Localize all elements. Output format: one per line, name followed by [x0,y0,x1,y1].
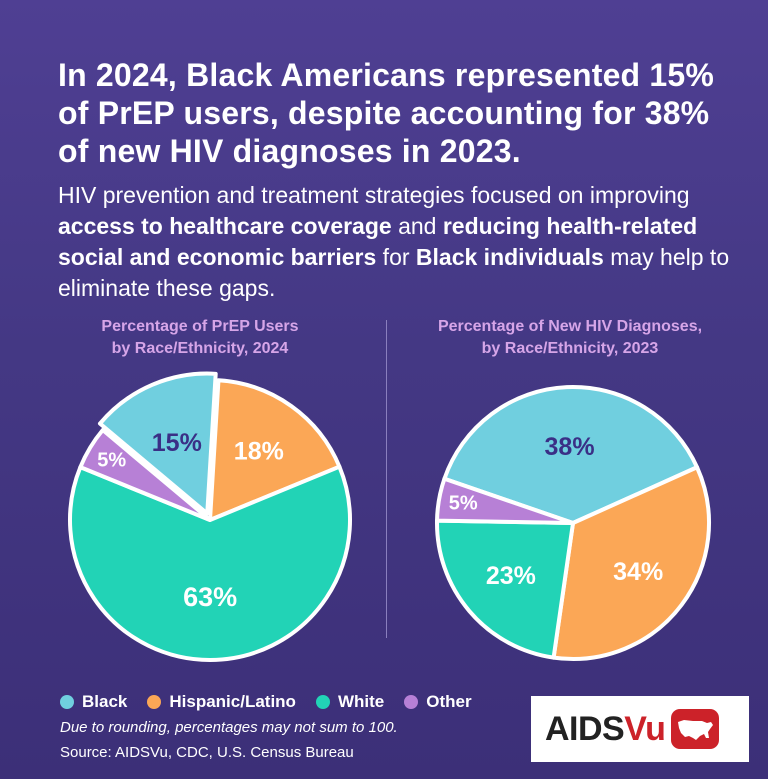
legend-label-other: Other [426,692,472,711]
legend-item-hispanic-latino: Hispanic/Latino [147,692,296,712]
pie2-slice-black [442,385,700,525]
diagnoses-pie-chart: 38% 34% 23% 5% [435,385,711,661]
legend-item-white: White [315,692,385,712]
diagnoses-chart-title-line2: by Race/Ethnicity, 2023 [481,340,659,357]
legend-label-hispanic-latino: Hispanic/Latino [169,692,296,711]
pie2-slice-other [435,476,575,525]
prep-chart-title: Percentage of PrEP Users by Race/Ethnicit… [60,316,340,360]
legend-item-black: Black [60,692,127,712]
legend-label-black: Black [82,692,128,711]
pie1-label-black: 15% [152,429,202,457]
pie2-label-black: 38% [545,433,595,461]
subtext-part-3: for [376,244,416,270]
legend-swatch-white [315,695,330,709]
pie1-slice-other [78,428,212,522]
prep-pie-chart: 15% 18% 63% 5% [68,371,352,662]
pie2-label-other: 5% [449,493,478,515]
pie2-label-white: 23% [486,562,536,590]
diagnoses-chart-title-line1: Percentage of New HIV Diagnoses, [437,318,703,335]
diagnoses-chart-title: Percentage of New HIV Diagnoses, by Race/… [400,316,740,360]
logo-text-vu: Vu [624,709,666,748]
legend-swatch-black [60,695,74,709]
logo-text-aids: AIDS [545,709,625,748]
pie1-slice-white [68,464,352,662]
pie2-slice-white [435,518,575,660]
pie2-label-hispanic-latino: 34% [613,558,663,586]
chart-divider [386,320,387,638]
subtext-part-4: may help to eliminate these gaps. [58,244,730,301]
pie2-slice-hispanic-latino [551,465,711,661]
pie1-label-other: 5% [97,450,126,472]
prep-chart-title-line1: Percentage of PrEP Users [101,318,299,335]
legend-label-white: White [337,692,385,711]
subtext: HIV prevention and treatment strategies … [58,180,730,304]
aidsvu-logo: AIDS Vu [531,696,749,762]
pie1-slice-hispanic-latino [208,378,342,522]
pie1-label-white: 63% [183,582,237,612]
subtext-part-2: and [391,213,443,239]
subtext-bold-2: reducing health-related social and econo… [58,213,698,270]
subtext-part-1: HIV prevention and treatment strategies … [58,182,690,208]
legend-item-other: Other [404,692,472,712]
pie1-slice-black [97,371,218,516]
headline: In 2024, Black Americans represented 15%… [58,57,715,169]
subtext-bold-1: access to healthcare coverage [58,213,392,239]
rounding-note: Due to rounding, percentages may not sum… [60,719,398,736]
legend: Black Hispanic/Latino White Other [60,692,492,712]
prep-chart-title-line2: by Race/Ethnicity, 2024 [111,340,289,357]
legend-swatch-other [404,695,419,709]
pie1-label-hispanic-latino: 18% [234,438,284,466]
source-note: Source: AIDSVu, CDC, U.S. Census Bureau [60,744,354,761]
legend-swatch-hispanic-latino [147,695,162,709]
subtext-bold-3: Black individuals [415,244,604,270]
us-map-icon [671,709,720,749]
